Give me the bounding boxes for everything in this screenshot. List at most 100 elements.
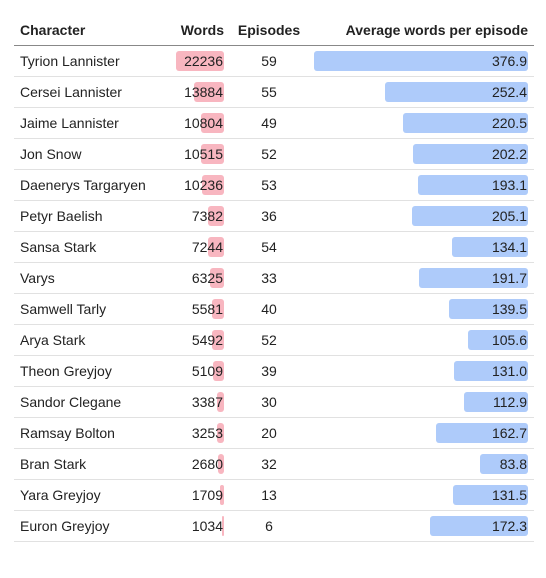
words-value: 5581 xyxy=(191,301,223,317)
avg-bar xyxy=(418,175,528,195)
avg-bar xyxy=(413,144,528,164)
table-row: Arya Stark 5492 52 105.6 xyxy=(14,324,534,356)
table-row: Theon Greyjoy 5109 39 131.0 xyxy=(14,355,534,387)
avg-bar xyxy=(384,82,528,102)
avg-bar-track: 134.1 xyxy=(314,237,528,257)
character-name: Arya Stark xyxy=(14,324,170,356)
words-cell: 22236 xyxy=(170,45,230,77)
words-bar-track: 1709 xyxy=(176,485,224,505)
avg-bar xyxy=(430,516,528,536)
avg-cell: 220.5 xyxy=(308,107,534,139)
character-words-table-container: Character Words Episodes Average words p… xyxy=(14,14,534,542)
header-episodes[interactable]: Episodes xyxy=(230,14,308,46)
avg-value: 83.8 xyxy=(499,456,527,472)
words-bar xyxy=(216,423,224,443)
words-bar-track: 7244 xyxy=(176,237,224,257)
episodes-value: 30 xyxy=(230,386,308,418)
words-bar xyxy=(210,268,224,288)
words-value: 13884 xyxy=(184,84,223,100)
words-value: 6325 xyxy=(191,270,223,286)
avg-bar-track: 131.5 xyxy=(314,485,528,505)
table-body: Tyrion Lannister 22236 59 376.9 Cersei Lanni… xyxy=(14,45,534,542)
words-bar-track: 10804 xyxy=(176,113,224,133)
words-bar xyxy=(216,392,224,412)
header-words[interactable]: Words xyxy=(170,14,230,46)
character-name: Petyr Baelish xyxy=(14,200,170,232)
episodes-value: 52 xyxy=(230,138,308,170)
character-name: Yara Greyjoy xyxy=(14,479,170,511)
avg-bar-track: 162.7 xyxy=(314,423,528,443)
episodes-value: 13 xyxy=(230,479,308,511)
avg-bar xyxy=(435,423,528,443)
avg-cell: 162.7 xyxy=(308,417,534,449)
episodes-value: 40 xyxy=(230,293,308,325)
words-bar xyxy=(212,361,224,381)
table-row: Petyr Baelish 7382 36 205.1 xyxy=(14,200,534,232)
avg-value: 162.7 xyxy=(491,425,527,441)
words-value: 7244 xyxy=(191,239,223,255)
table-row: Sansa Stark 7244 54 134.1 xyxy=(14,231,534,263)
avg-cell: 191.7 xyxy=(308,262,534,294)
avg-bar xyxy=(463,392,528,412)
avg-cell: 131.0 xyxy=(308,355,534,387)
avg-bar xyxy=(411,206,528,226)
avg-bar xyxy=(453,485,528,505)
character-name: Theon Greyjoy xyxy=(14,355,170,387)
table-row: Cersei Lannister 13884 55 252.4 xyxy=(14,76,534,108)
avg-cell: 202.2 xyxy=(308,138,534,170)
avg-value: 191.7 xyxy=(491,270,527,286)
header-average-words-per-episode[interactable]: Average words per episode xyxy=(308,14,534,46)
avg-bar xyxy=(419,268,528,288)
words-cell: 1034 xyxy=(170,510,230,542)
words-value: 22236 xyxy=(184,53,223,69)
avg-value: 112.9 xyxy=(493,394,527,410)
words-cell: 10515 xyxy=(170,138,230,170)
avg-bar-track: 202.2 xyxy=(314,144,528,164)
words-bar-track: 13884 xyxy=(176,82,224,102)
table-row: Varys 6325 33 191.7 xyxy=(14,262,534,294)
words-cell: 7244 xyxy=(170,231,230,263)
table-row: Daenerys Targaryen 10236 53 193.1 xyxy=(14,169,534,201)
words-bar-track: 2680 xyxy=(176,454,224,474)
words-cell: 1709 xyxy=(170,479,230,511)
words-bar xyxy=(212,330,224,350)
avg-bar-track: 191.7 xyxy=(314,268,528,288)
words-cell: 13884 xyxy=(170,76,230,108)
character-name: Cersei Lannister xyxy=(14,76,170,108)
avg-bar-track: 172.3 xyxy=(314,516,528,536)
avg-cell: 105.6 xyxy=(308,324,534,356)
table-row: Euron Greyjoy 1034 6 172.3 xyxy=(14,510,534,542)
words-bar xyxy=(201,175,224,195)
avg-value: 205.1 xyxy=(491,208,527,224)
header-character[interactable]: Character xyxy=(14,14,170,46)
words-value: 1709 xyxy=(191,487,223,503)
words-value: 2680 xyxy=(191,456,223,472)
words-bar xyxy=(201,144,224,164)
character-name: Sansa Stark xyxy=(14,231,170,263)
avg-bar-track: 205.1 xyxy=(314,206,528,226)
avg-bar xyxy=(314,51,528,71)
avg-value: 252.4 xyxy=(491,84,527,100)
avg-cell: 205.1 xyxy=(308,200,534,232)
character-words-table: Character Words Episodes Average words p… xyxy=(14,14,534,542)
character-name: Jon Snow xyxy=(14,138,170,170)
words-bar-track: 22236 xyxy=(176,51,224,71)
words-cell: 3387 xyxy=(170,386,230,418)
episodes-value: 33 xyxy=(230,262,308,294)
avg-value: 172.3 xyxy=(491,518,527,534)
words-value: 10804 xyxy=(184,115,223,131)
words-bar-track: 7382 xyxy=(176,206,224,226)
words-bar-track: 10236 xyxy=(176,175,224,195)
avg-value: 202.2 xyxy=(491,146,527,162)
table-row: Yara Greyjoy 1709 13 131.5 xyxy=(14,479,534,511)
episodes-value: 6 xyxy=(230,510,308,542)
character-name: Sandor Clegane xyxy=(14,386,170,418)
words-cell: 5109 xyxy=(170,355,230,387)
words-bar xyxy=(176,51,224,71)
words-bar xyxy=(200,113,224,133)
avg-bar-track: 220.5 xyxy=(314,113,528,133)
words-value: 7382 xyxy=(191,208,223,224)
table-header: Character Words Episodes Average words p… xyxy=(14,14,534,46)
words-cell: 10236 xyxy=(170,169,230,201)
avg-bar-track: 131.0 xyxy=(314,361,528,381)
